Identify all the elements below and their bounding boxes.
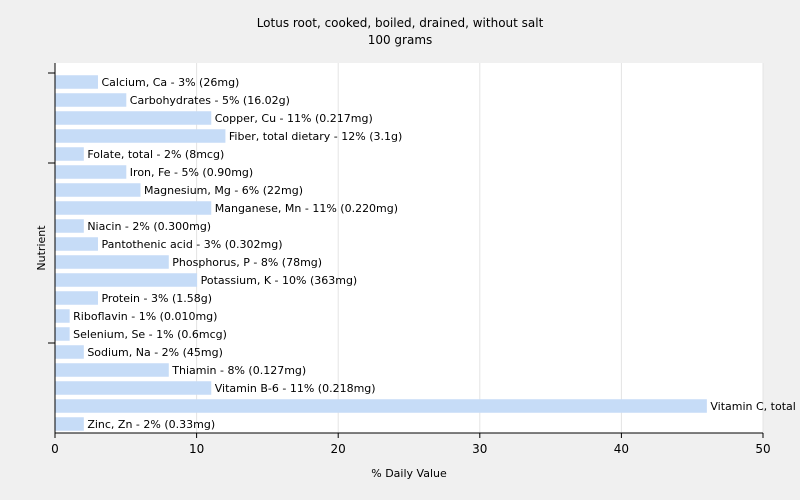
bar-label: Vitamin B-6 - 11% (0.218mg)	[215, 382, 376, 395]
bar-label: Protein - 3% (1.58g)	[101, 292, 212, 305]
bar	[55, 417, 84, 431]
x-tick-label: 50	[755, 442, 770, 456]
chart-title: Lotus root, cooked, boiled, drained, wit…	[257, 16, 544, 30]
bar	[55, 309, 70, 323]
bar-label: Magnesium, Mg - 6% (22mg)	[144, 184, 303, 197]
bar	[55, 255, 169, 269]
x-tick-label: 0	[51, 442, 59, 456]
bar-label: Iron, Fe - 5% (0.90mg)	[130, 166, 253, 179]
bar-label: Folate, total - 2% (8mcg)	[87, 148, 224, 161]
bar	[55, 165, 127, 179]
bar-label: Selenium, Se - 1% (0.6mcg)	[73, 328, 227, 341]
bar	[55, 345, 84, 359]
bar	[55, 399, 707, 413]
x-tick-label: 30	[472, 442, 487, 456]
bar-label: Calcium, Ca - 3% (26mg)	[101, 76, 239, 89]
bars	[55, 75, 707, 431]
bar	[55, 129, 226, 143]
bar-label: Carbohydrates - 5% (16.02g)	[130, 94, 290, 107]
bar-label: Phosphorus, P - 8% (78mg)	[172, 256, 322, 269]
axes	[48, 63, 764, 438]
x-tick-label: 20	[331, 442, 346, 456]
x-tick-label: 10	[189, 442, 204, 456]
bar-label: Thiamin - 8% (0.127mg)	[171, 364, 306, 377]
bar-label: Pantothenic acid - 3% (0.302mg)	[101, 238, 282, 251]
bar-label: Potassium, K - 10% (363mg)	[201, 274, 358, 287]
bar	[55, 147, 84, 161]
bar-labels: Calcium, Ca - 3% (26mg) Carbohydrates - 5…	[73, 76, 800, 431]
bar	[55, 111, 212, 125]
bar-label: Niacin - 2% (0.300mg)	[87, 220, 211, 233]
x-tick-labels: 0 10 20 30 40 50	[51, 442, 770, 456]
bar	[55, 183, 141, 197]
bar	[55, 381, 212, 395]
bar	[55, 219, 84, 233]
bar	[55, 75, 98, 89]
chart-subtitle: 100 grams	[368, 33, 433, 47]
bar	[55, 273, 198, 287]
bar-label: Zinc, Zn - 2% (0.33mg)	[87, 418, 215, 431]
bar-label: Vitamin C, total ascorbic acid - 46% (27…	[710, 400, 800, 413]
bar-label: Sodium, Na - 2% (45mg)	[87, 346, 223, 359]
bar	[55, 237, 98, 251]
bar	[55, 327, 70, 341]
x-tick-label: 40	[614, 442, 629, 456]
bar	[55, 291, 98, 305]
bar-label: Manganese, Mn - 11% (0.220mg)	[215, 202, 398, 215]
bar-label: Fiber, total dietary - 12% (3.1g)	[229, 130, 402, 143]
x-axis-label: % Daily Value	[371, 467, 447, 480]
bar	[55, 201, 212, 215]
bar-label: Riboflavin - 1% (0.010mg)	[73, 310, 217, 323]
y-axis-label: Nutrient	[35, 225, 48, 271]
bar-label: Copper, Cu - 11% (0.217mg)	[215, 112, 373, 125]
bar	[55, 93, 127, 107]
bar	[55, 363, 169, 377]
